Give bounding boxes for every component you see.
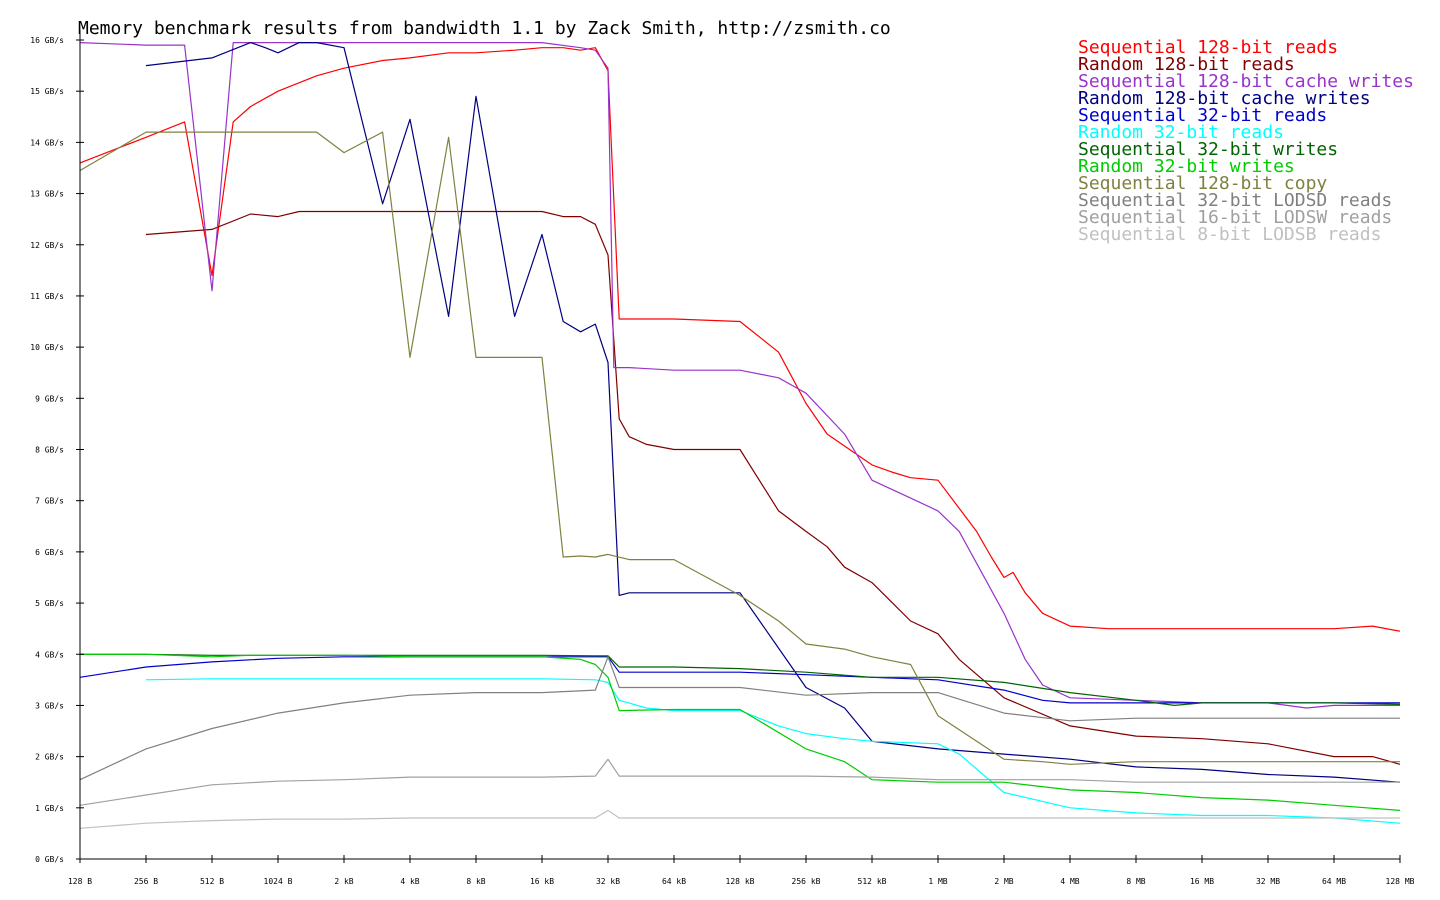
x-tick-label: 1 MB	[928, 877, 947, 886]
x-tick-label: 128 kB	[726, 877, 755, 886]
y-tick-label: 6 GB/s	[35, 548, 64, 557]
x-tick-label: 4 kB	[400, 877, 419, 886]
series-line-1	[79, 47, 1401, 632]
x-tick-label: 1024 B	[264, 877, 293, 886]
legend-entry: Sequential 32-bit reads	[1078, 105, 1327, 126]
x-tick-label: 16 MB	[1190, 877, 1214, 886]
y-tick-label: 1 GB/s	[35, 804, 64, 813]
x-tick-label: 128 B	[68, 877, 92, 886]
x-tick-label: 64 MB	[1322, 877, 1346, 886]
axes-layer: 0 GB/s 1 GB/s 2 GB/s 3 GB/s 4 GB/s 5 GB/s 6 GB…	[30, 30, 1415, 886]
x-tick-label: 512 kB	[858, 877, 887, 886]
y-tick-label: 9 GB/s	[35, 394, 64, 403]
x-tick-label: 256 B	[134, 877, 158, 886]
y-tick-label: 12 GB/s	[30, 241, 64, 250]
x-tick-label: 4 MB	[1060, 877, 1079, 886]
legend-entry: Sequential 128-bit reads	[1078, 37, 1338, 58]
legend-entry: Sequential 8-bit LODSB reads	[1078, 224, 1381, 245]
series-line-4	[145, 41, 1401, 783]
legend-entry: Sequential 128-bit copy	[1078, 173, 1327, 194]
legend-entry: Sequential 32-bit LODSD reads	[1078, 190, 1392, 211]
series-line-3	[79, 41, 1400, 709]
series-line-6	[145, 678, 1401, 824]
x-tick-label: 32 MB	[1256, 877, 1280, 886]
y-tick-label: 15 GB/s	[30, 87, 64, 96]
series-line-10	[79, 656, 1400, 781]
chart-title: Memory benchmark results from bandwidth …	[78, 18, 891, 39]
y-tick-label: 10 GB/s	[30, 343, 64, 352]
series-layer	[79, 41, 1401, 829]
legend-entry: Random 128-bit cache writes	[1078, 88, 1371, 109]
x-tick-label: 64 kB	[662, 877, 686, 886]
y-tick-label: 2 GB/s	[35, 753, 64, 762]
y-tick-label: 7 GB/s	[35, 497, 64, 506]
y-tick-label: 16 GB/s	[30, 36, 64, 45]
legend-entry: Sequential 32-bit writes	[1078, 139, 1338, 160]
y-tick-label: 4 GB/s	[35, 650, 64, 659]
legend-entry: Random 32-bit reads	[1078, 122, 1284, 143]
series-line-5	[79, 656, 1400, 704]
x-tick-label: 8 kB	[466, 877, 485, 886]
y-tick-label: 3 GB/s	[35, 701, 64, 710]
y-tick-label: 8 GB/s	[35, 446, 64, 455]
x-tick-label: 2 kB	[334, 877, 353, 886]
y-tick-label: 0 GB/s	[35, 855, 64, 864]
series-line-12	[79, 809, 1400, 829]
legend-entry: Sequential 128-bit cache writes	[1078, 71, 1414, 92]
x-tick-label: 16 kB	[530, 877, 554, 886]
y-tick-label: 13 GB/s	[30, 190, 64, 199]
series-line-8	[80, 653, 1401, 811]
x-tick-label: 2 MB	[994, 877, 1013, 886]
x-tick-label: 256 kB	[792, 877, 821, 886]
legend-entry: Random 128-bit reads	[1078, 54, 1295, 75]
series-line-9	[79, 131, 1400, 765]
x-tick-label: 512 B	[200, 877, 224, 886]
legend-entry: Sequential 16-bit LODSW reads	[1078, 207, 1392, 228]
x-tick-label: 8 MB	[1126, 877, 1145, 886]
series-line-2	[145, 210, 1401, 765]
x-tick-label: 32 kB	[596, 877, 620, 886]
y-tick-label: 5 GB/s	[35, 599, 64, 608]
x-tick-label: 128 MB	[1386, 877, 1415, 886]
y-tick-label: 11 GB/s	[30, 292, 64, 301]
legend-entry: Random 32-bit writes	[1078, 156, 1295, 177]
y-tick-label: 14 GB/s	[30, 138, 64, 147]
series-line-11	[79, 758, 1400, 806]
